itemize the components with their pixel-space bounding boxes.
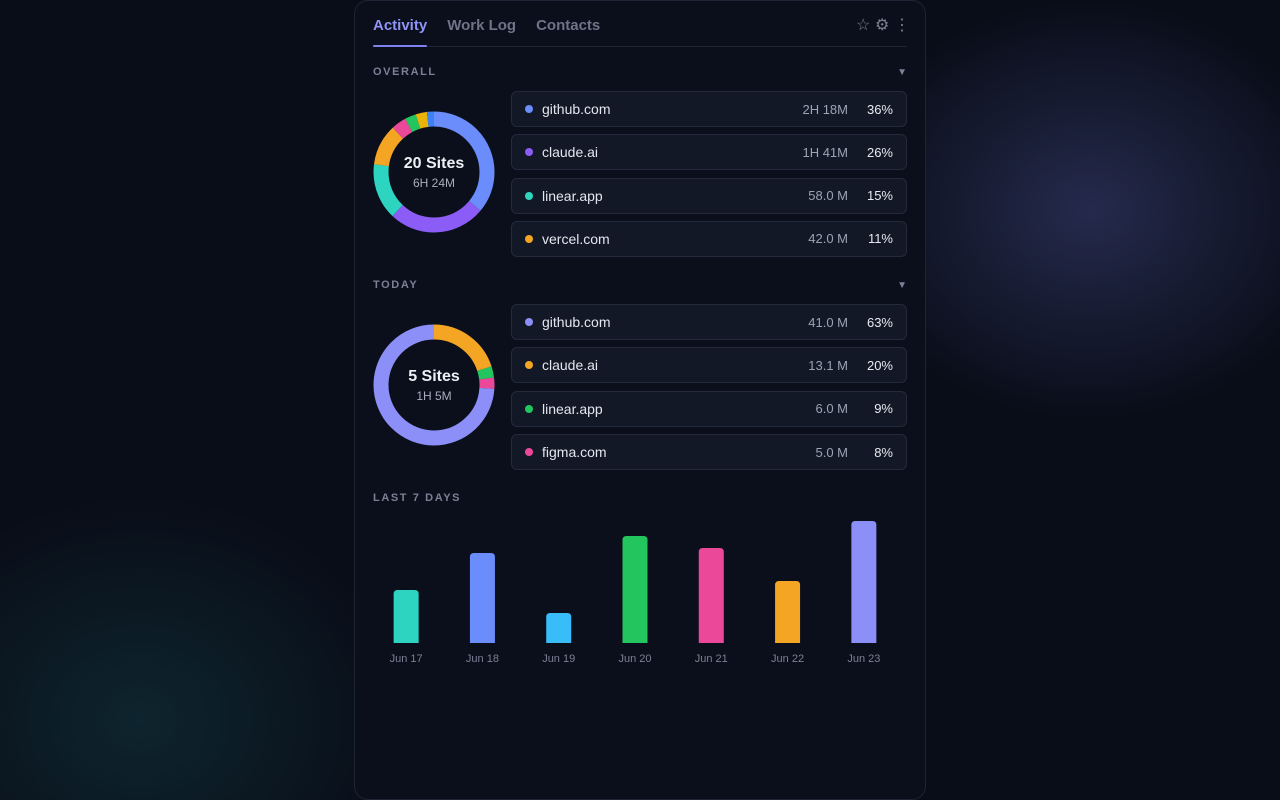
site-time: 13.1 M bbox=[808, 357, 848, 373]
x-tick-label: Jun 17 bbox=[390, 653, 423, 665]
chevron-down-icon[interactable]: ▼ bbox=[897, 66, 907, 78]
donut-segment bbox=[373, 111, 495, 233]
bar[interactable] bbox=[546, 613, 572, 644]
total-time: 6H 24M bbox=[412, 175, 456, 190]
star-icon[interactable]: ☆ bbox=[856, 17, 871, 34]
site-name: github.com bbox=[542, 101, 611, 117]
bar[interactable] bbox=[469, 553, 495, 644]
site-time: 5.0 M bbox=[815, 444, 848, 460]
donut-chart bbox=[373, 324, 495, 446]
site-name: claude.ai bbox=[542, 144, 599, 161]
x-tick-label: Jun 21 bbox=[695, 653, 728, 665]
site-name: claude.ai bbox=[542, 357, 599, 374]
site-row[interactable]: claude.ai 13.1 M 20% bbox=[511, 347, 907, 384]
site-row[interactable]: vercel.com 42.0 M 11% bbox=[511, 220, 907, 257]
donut-segment bbox=[373, 324, 495, 446]
site-name: figma.com bbox=[542, 444, 607, 461]
bar[interactable] bbox=[851, 521, 877, 644]
site-percent: 63% bbox=[866, 314, 893, 330]
overall-header: OVERALL ▼ bbox=[373, 65, 907, 79]
today-section: 5 Sites 1H 5M github.com 41.0 M 63% claude.… bbox=[373, 304, 907, 477]
site-row[interactable]: figma.com 5.0 M 8% bbox=[511, 434, 907, 471]
site-row[interactable]: github.com 41.0 M 63% bbox=[511, 304, 907, 341]
bar[interactable] bbox=[393, 590, 419, 644]
section-title: OVERALL bbox=[373, 66, 437, 78]
donut-chart bbox=[373, 111, 495, 233]
donut-segment bbox=[373, 111, 495, 233]
site-color-dot bbox=[525, 448, 533, 457]
overall-donut: 20 Sites 6H 24M bbox=[373, 91, 511, 257]
tab-contacts[interactable]: Contacts bbox=[536, 17, 601, 34]
tab-bar: Activity Work Log Contacts ☆ ⚙ ⋮ bbox=[373, 1, 910, 47]
site-list: github.com 41.0 M 63% claude.ai 13.1 M 20% lin… bbox=[511, 304, 907, 477]
bar[interactable] bbox=[775, 581, 801, 644]
site-count: 20 Sites bbox=[403, 154, 465, 172]
last7-chart: Jun 17 Jun 18 Jun 19 Jun 20 Jun 21 Jun 22 Jun … bbox=[373, 509, 907, 679]
donut-segment bbox=[373, 111, 495, 233]
section-title: LAST 7 DAYS bbox=[373, 492, 462, 505]
section-title: TODAY bbox=[373, 279, 419, 292]
site-time: 58.0 M bbox=[808, 188, 848, 204]
site-color-dot bbox=[525, 234, 533, 243]
bar[interactable] bbox=[622, 536, 648, 644]
gear-icon[interactable]: ⚙ bbox=[875, 17, 890, 34]
x-tick-label: Jun 19 bbox=[542, 653, 575, 665]
site-color-dot bbox=[525, 148, 533, 157]
site-percent: 8% bbox=[874, 444, 893, 460]
site-time: 6.0 M bbox=[815, 401, 848, 417]
site-name: linear.app bbox=[542, 400, 603, 417]
site-color-dot bbox=[525, 318, 533, 327]
site-percent: 11% bbox=[867, 231, 893, 247]
site-row[interactable]: linear.app 58.0 M 15% bbox=[511, 177, 907, 214]
site-time: 1H 41M bbox=[802, 144, 848, 160]
today-header: TODAY ▼ bbox=[373, 278, 907, 292]
donut-segment bbox=[373, 324, 495, 446]
overall-section: 20 Sites 6H 24M github.com 2H 18M 36% claud… bbox=[373, 91, 907, 264]
x-tick-label: Jun 18 bbox=[466, 653, 499, 665]
tab-worklog[interactable]: Work Log bbox=[447, 17, 517, 34]
site-list: github.com 2H 18M 36% claude.ai 1H 41M 26% lin… bbox=[511, 91, 907, 264]
activity-panel: Activity Work Log Contacts ☆ ⚙ ⋮ OVERALL… bbox=[354, 0, 926, 800]
x-tick-label: Jun 22 bbox=[771, 653, 804, 665]
tab-activity[interactable]: Activity bbox=[373, 17, 428, 47]
bar[interactable] bbox=[698, 548, 724, 644]
site-name: vercel.com bbox=[542, 230, 610, 247]
site-time: 2H 18M bbox=[802, 101, 848, 117]
site-row[interactable]: github.com 2H 18M 36% bbox=[511, 91, 907, 127]
x-tick-label: Jun 20 bbox=[618, 653, 651, 665]
site-color-dot bbox=[525, 191, 533, 200]
site-percent: 9% bbox=[874, 401, 893, 417]
tab-actions: ☆ ⚙ ⋮ bbox=[856, 15, 910, 35]
x-tick-label: Jun 23 bbox=[847, 653, 880, 665]
site-count: 5 Sites bbox=[408, 367, 460, 385]
today-donut: 5 Sites 1H 5M bbox=[373, 304, 511, 470]
donut-center: 20 Sites 6H 24M bbox=[373, 111, 495, 233]
site-percent: 15% bbox=[866, 188, 893, 204]
site-row[interactable]: linear.app 6.0 M 9% bbox=[511, 390, 907, 427]
total-time: 1H 5M bbox=[416, 388, 452, 403]
site-time: 42.0 M bbox=[808, 231, 848, 247]
site-color-dot bbox=[525, 404, 533, 413]
site-percent: 20% bbox=[866, 357, 893, 373]
more-vertical-icon[interactable]: ⋮ bbox=[894, 17, 910, 34]
donut-center: 5 Sites 1H 5M bbox=[373, 324, 495, 446]
last7-header: LAST 7 DAYS bbox=[373, 491, 907, 505]
site-name: linear.app bbox=[542, 187, 603, 204]
site-time: 41.0 M bbox=[808, 314, 848, 330]
site-percent: 26% bbox=[866, 144, 893, 160]
site-color-dot bbox=[525, 361, 533, 370]
site-color-dot bbox=[525, 105, 533, 113]
site-name: github.com bbox=[542, 314, 611, 331]
site-row[interactable]: claude.ai 1H 41M 26% bbox=[511, 134, 907, 171]
bar-chart: Jun 17 Jun 18 Jun 19 Jun 20 Jun 21 Jun 22 Jun … bbox=[390, 521, 880, 665]
chevron-down-icon[interactable]: ▼ bbox=[897, 279, 907, 291]
site-percent: 36% bbox=[866, 101, 893, 117]
